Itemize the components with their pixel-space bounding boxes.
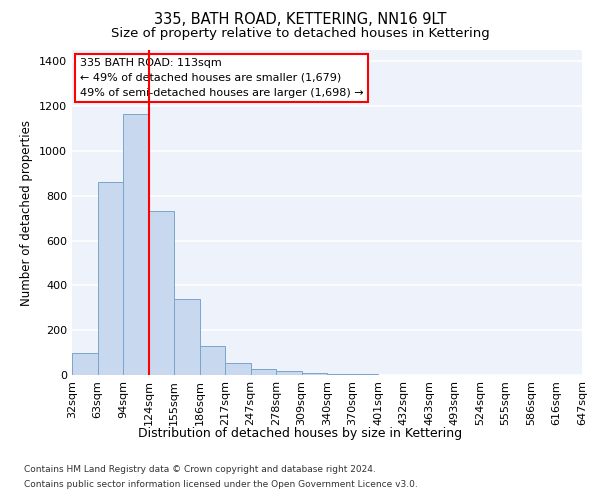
- Bar: [97, 182, 123, 375]
- Bar: [72, 352, 97, 375]
- Bar: [353, 374, 378, 375]
- Bar: [251, 369, 276, 375]
- Text: Distribution of detached houses by size in Kettering: Distribution of detached houses by size …: [138, 428, 462, 440]
- Text: Contains public sector information licensed under the Open Government Licence v3: Contains public sector information licen…: [24, 480, 418, 489]
- Bar: [327, 374, 353, 375]
- Text: Contains HM Land Registry data © Crown copyright and database right 2024.: Contains HM Land Registry data © Crown c…: [24, 465, 376, 474]
- Text: Size of property relative to detached houses in Kettering: Size of property relative to detached ho…: [110, 28, 490, 40]
- Bar: [199, 346, 225, 375]
- Bar: [149, 212, 174, 375]
- Bar: [225, 362, 251, 375]
- Text: 335 BATH ROAD: 113sqm
← 49% of detached houses are smaller (1,679)
49% of semi-d: 335 BATH ROAD: 113sqm ← 49% of detached …: [80, 58, 363, 98]
- Bar: [123, 114, 149, 375]
- Bar: [302, 373, 327, 375]
- Y-axis label: Number of detached properties: Number of detached properties: [20, 120, 34, 306]
- Bar: [174, 299, 199, 375]
- Bar: [276, 371, 302, 375]
- Text: 335, BATH ROAD, KETTERING, NN16 9LT: 335, BATH ROAD, KETTERING, NN16 9LT: [154, 12, 446, 28]
